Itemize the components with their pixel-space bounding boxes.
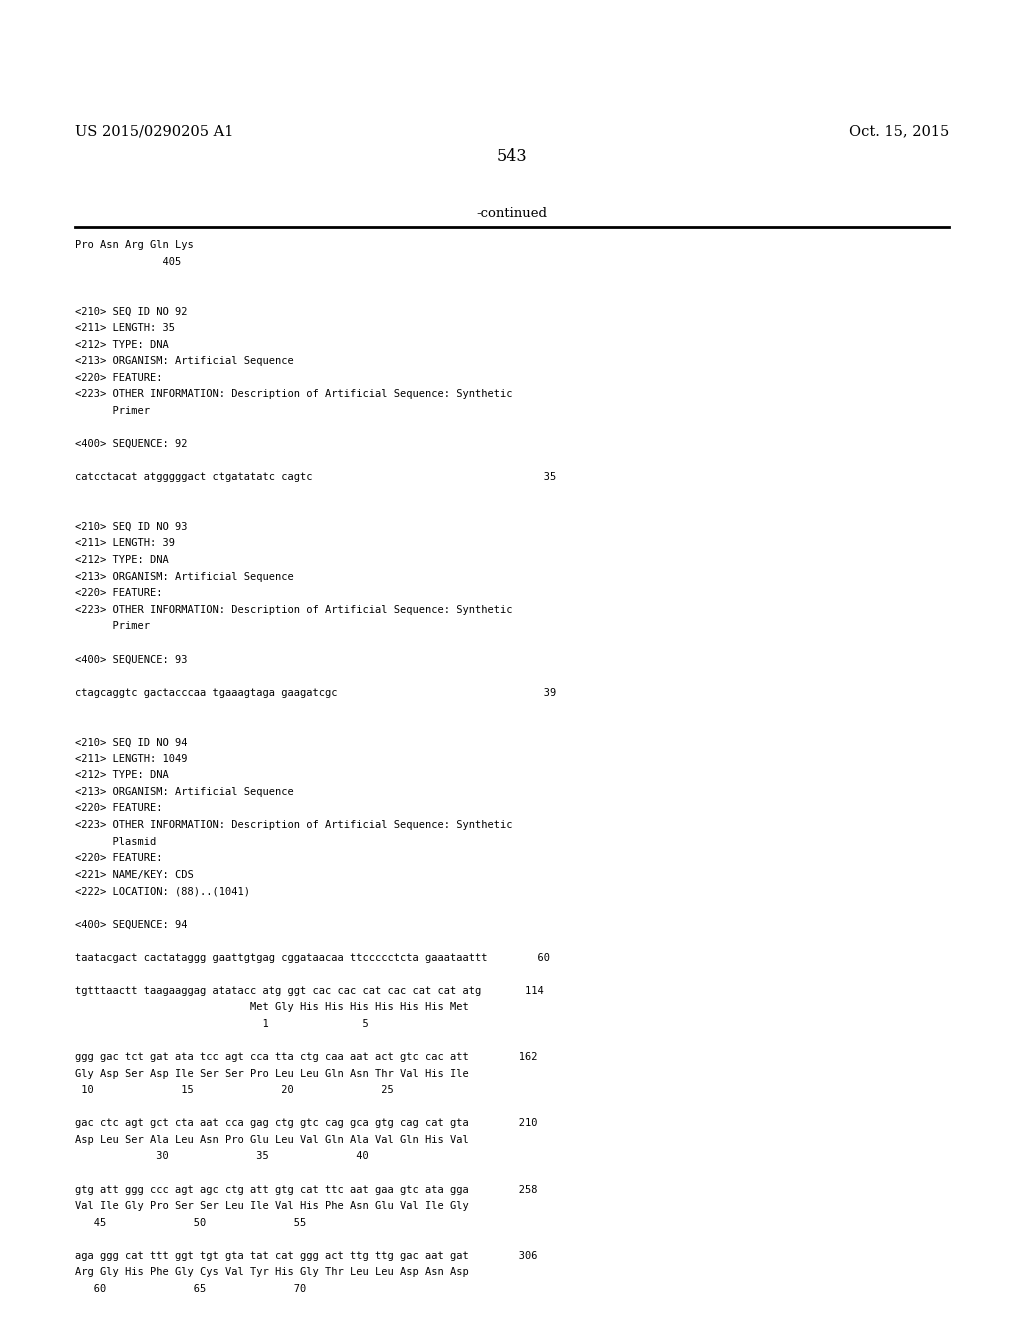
Text: Pro Asn Arg Gln Lys: Pro Asn Arg Gln Lys [75, 240, 194, 251]
Text: Met Gly His His His His His His Met: Met Gly His His His His His His Met [75, 1002, 469, 1012]
Text: aga ggg cat ttt ggt tgt gta tat cat ggg act ttg ttg gac aat gat        306: aga ggg cat ttt ggt tgt gta tat cat ggg … [75, 1251, 538, 1261]
Text: ctagcaggtc gactacccaa tgaaagtaga gaagatcgc                                 39: ctagcaggtc gactacccaa tgaaagtaga gaagatc… [75, 688, 556, 697]
Text: <212> TYPE: DNA: <212> TYPE: DNA [75, 339, 169, 350]
Text: <220> FEATURE:: <220> FEATURE: [75, 804, 162, 813]
Text: <211> LENGTH: 39: <211> LENGTH: 39 [75, 539, 175, 548]
Text: US 2015/0290205 A1: US 2015/0290205 A1 [75, 124, 233, 139]
Text: Gly Asp Ser Asp Ile Ser Ser Pro Leu Leu Gln Asn Thr Val His Ile: Gly Asp Ser Asp Ile Ser Ser Pro Leu Leu … [75, 1069, 469, 1078]
Text: <213> ORGANISM: Artificial Sequence: <213> ORGANISM: Artificial Sequence [75, 356, 294, 366]
Text: gac ctc agt gct cta aat cca gag ctg gtc cag gca gtg cag cat gta        210: gac ctc agt gct cta aat cca gag ctg gtc … [75, 1118, 538, 1129]
Text: <223> OTHER INFORMATION: Description of Artificial Sequence: Synthetic: <223> OTHER INFORMATION: Description of … [75, 820, 512, 830]
Text: 45              50              55: 45 50 55 [75, 1217, 306, 1228]
Text: <223> OTHER INFORMATION: Description of Artificial Sequence: Synthetic: <223> OTHER INFORMATION: Description of … [75, 605, 512, 615]
Text: <213> ORGANISM: Artificial Sequence: <213> ORGANISM: Artificial Sequence [75, 572, 294, 582]
Text: Arg Gly His Phe Gly Cys Val Tyr His Gly Thr Leu Leu Asp Asn Asp: Arg Gly His Phe Gly Cys Val Tyr His Gly … [75, 1267, 469, 1278]
Text: <211> LENGTH: 1049: <211> LENGTH: 1049 [75, 754, 187, 764]
Text: 30              35              40: 30 35 40 [75, 1151, 369, 1162]
Text: gtg att ggg ccc agt agc ctg att gtg cat ttc aat gaa gtc ata gga        258: gtg att ggg ccc agt agc ctg att gtg cat … [75, 1184, 538, 1195]
Text: <213> ORGANISM: Artificial Sequence: <213> ORGANISM: Artificial Sequence [75, 787, 294, 797]
Text: 405: 405 [75, 257, 181, 267]
Text: tgtttaactt taagaaggag atatacc atg ggt cac cac cat cac cat cat atg       114: tgtttaactt taagaaggag atatacc atg ggt ca… [75, 986, 544, 995]
Text: 543: 543 [497, 148, 527, 165]
Text: <220> FEATURE:: <220> FEATURE: [75, 853, 162, 863]
Text: taatacgact cactataggg gaattgtgag cggataacaa ttccccctcta gaaataattt        60: taatacgact cactataggg gaattgtgag cggataa… [75, 953, 550, 962]
Text: <400> SEQUENCE: 93: <400> SEQUENCE: 93 [75, 655, 187, 664]
Text: Primer: Primer [75, 622, 150, 631]
Text: 60              65              70: 60 65 70 [75, 1284, 306, 1294]
Text: <212> TYPE: DNA: <212> TYPE: DNA [75, 771, 169, 780]
Text: Primer: Primer [75, 407, 150, 416]
Text: <223> OTHER INFORMATION: Description of Artificial Sequence: Synthetic: <223> OTHER INFORMATION: Description of … [75, 389, 512, 400]
Text: <212> TYPE: DNA: <212> TYPE: DNA [75, 554, 169, 565]
Text: <211> LENGTH: 35: <211> LENGTH: 35 [75, 323, 175, 333]
Text: 10              15              20              25: 10 15 20 25 [75, 1085, 393, 1096]
Text: Plasmid: Plasmid [75, 837, 156, 846]
Text: <221> NAME/KEY: CDS: <221> NAME/KEY: CDS [75, 870, 194, 879]
Text: Val Ile Gly Pro Ser Ser Leu Ile Val His Phe Asn Glu Val Ile Gly: Val Ile Gly Pro Ser Ser Leu Ile Val His … [75, 1201, 469, 1210]
Text: <400> SEQUENCE: 92: <400> SEQUENCE: 92 [75, 440, 187, 449]
Text: <210> SEQ ID NO 93: <210> SEQ ID NO 93 [75, 521, 187, 532]
Text: Asp Leu Ser Ala Leu Asn Pro Glu Leu Val Gln Ala Val Gln His Val: Asp Leu Ser Ala Leu Asn Pro Glu Leu Val … [75, 1135, 469, 1144]
Text: Oct. 15, 2015: Oct. 15, 2015 [849, 124, 949, 139]
Text: <220> FEATURE:: <220> FEATURE: [75, 589, 162, 598]
Text: 1               5: 1 5 [75, 1019, 369, 1028]
Text: ggg gac tct gat ata tcc agt cca tta ctg caa aat act gtc cac att        162: ggg gac tct gat ata tcc agt cca tta ctg … [75, 1052, 538, 1063]
Text: <220> FEATURE:: <220> FEATURE: [75, 372, 162, 383]
Text: <400> SEQUENCE: 94: <400> SEQUENCE: 94 [75, 920, 187, 929]
Text: <210> SEQ ID NO 94: <210> SEQ ID NO 94 [75, 737, 187, 747]
Text: <210> SEQ ID NO 92: <210> SEQ ID NO 92 [75, 306, 187, 317]
Text: catcctacat atgggggact ctgatatatc cagtc                                     35: catcctacat atgggggact ctgatatatc cagtc 3… [75, 473, 556, 482]
Text: -continued: -continued [476, 207, 548, 220]
Text: <222> LOCATION: (88)..(1041): <222> LOCATION: (88)..(1041) [75, 886, 250, 896]
